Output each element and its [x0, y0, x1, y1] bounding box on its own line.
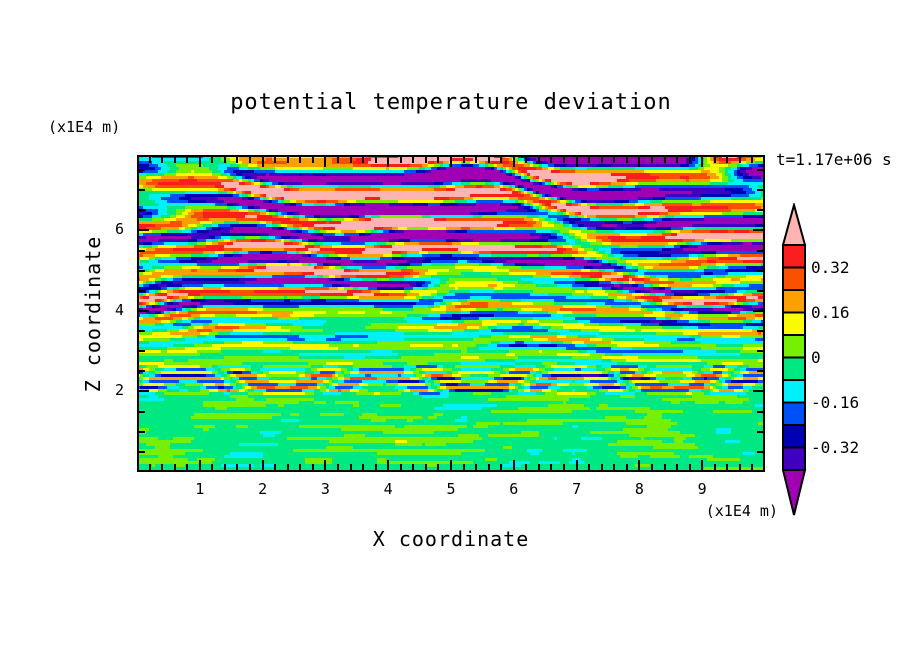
colorbar-segment: [782, 446, 806, 471]
colorbar-segment: [782, 244, 806, 269]
x-axis-title: X coordinate: [372, 527, 530, 551]
x-axis-unit-label: (x1E4 m): [705, 502, 778, 520]
x-tick-label: 9: [697, 480, 707, 498]
colorbar-segment: [782, 266, 806, 291]
colorbar-tick-label: 0.16: [811, 302, 850, 322]
time-annotation: t=1.17e+06 s: [776, 150, 892, 169]
contour-canvas: [137, 155, 765, 472]
x-tick-label: 4: [383, 480, 393, 498]
x-tick-label: 1: [195, 480, 205, 498]
colorbar-segment: [782, 424, 806, 449]
colorbar-tick-label: 0: [811, 347, 821, 367]
y-tick-label: 2: [114, 381, 124, 400]
colorbar-tick-label: -0.32: [811, 437, 860, 457]
x-tick-label: 6: [509, 480, 519, 498]
colorbar-segment: [782, 311, 806, 336]
colorbar-segment: [782, 334, 806, 359]
x-tick-label: 3: [320, 480, 330, 498]
y-tick-label: 6: [114, 220, 124, 239]
y-tick-label: 4: [114, 300, 124, 319]
colorbar-tick-label: 0.32: [811, 257, 850, 277]
colorbar-lower-arrow: [782, 469, 807, 516]
colorbar-segment: [782, 289, 806, 314]
y-axis-unit-label: (x1E4 m): [48, 118, 121, 136]
plot-title: potential temperature deviation: [230, 90, 672, 115]
colorbar-upper-arrow: [782, 203, 807, 246]
x-tick-label: 7: [572, 480, 582, 498]
x-tick-label: 8: [634, 480, 644, 498]
colorbar-tick-label: -0.16: [811, 392, 860, 412]
colorbar-segment: [782, 356, 806, 381]
colorbar-segment: [782, 379, 806, 404]
x-tick-label: 2: [258, 480, 268, 498]
colorbar: [782, 203, 807, 516]
colorbar-segment: [782, 401, 806, 426]
x-tick-label: 5: [446, 480, 456, 498]
